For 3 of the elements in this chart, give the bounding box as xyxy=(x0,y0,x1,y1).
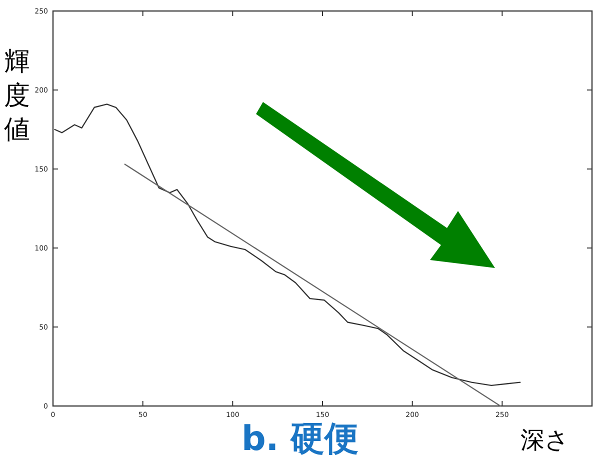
y-axis-title: 輝度値 xyxy=(4,47,30,145)
text: b. 硬便 xyxy=(241,419,359,456)
x-axis-title: 深さ xyxy=(520,426,570,454)
